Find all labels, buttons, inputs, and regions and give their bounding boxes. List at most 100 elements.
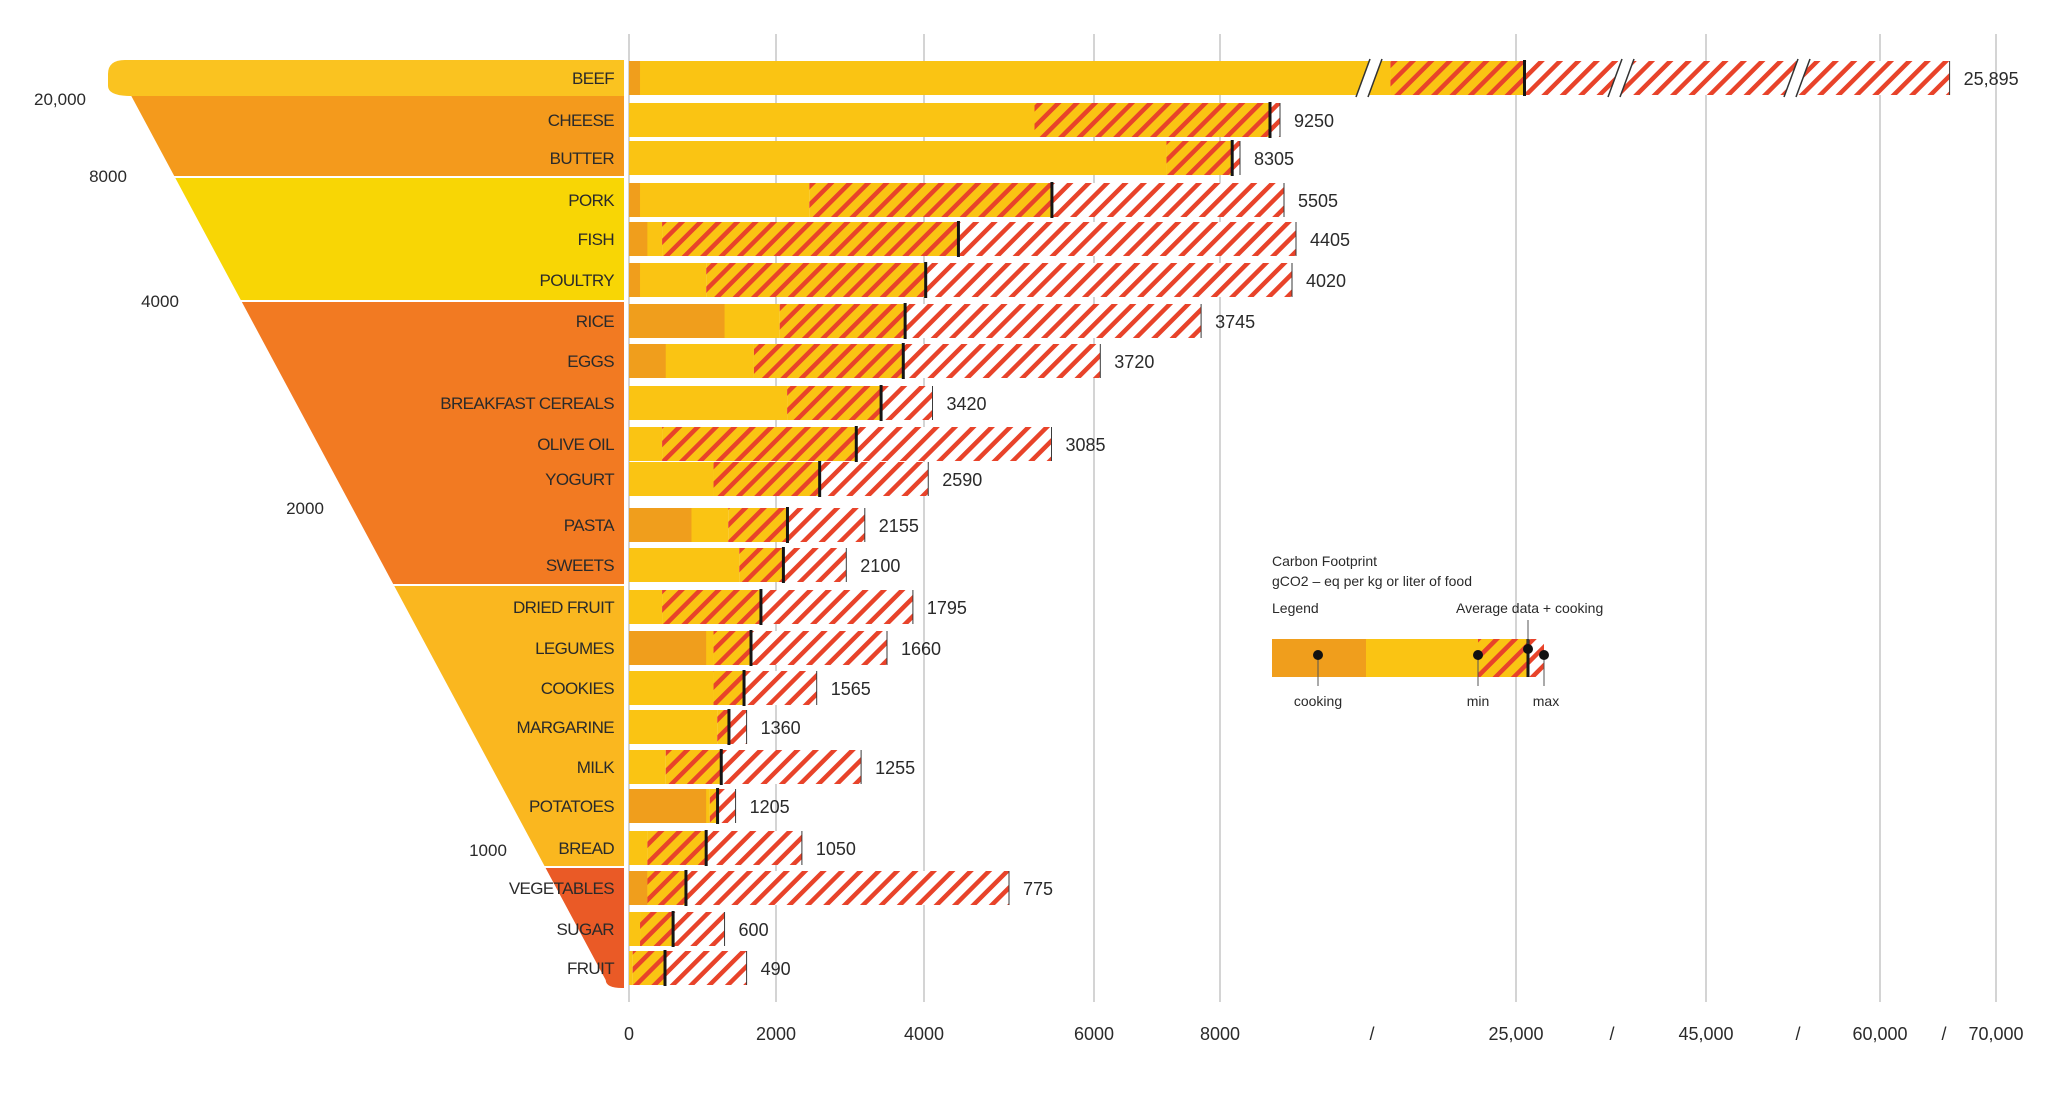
bar-hatch-avg-max xyxy=(903,344,1101,378)
funnel-scale-label: 4000 xyxy=(141,292,179,311)
bar-cooking xyxy=(629,344,666,378)
x-tick-label: 0 xyxy=(624,1024,634,1044)
bar-hatch-min-avg xyxy=(728,508,788,542)
bar-row xyxy=(629,182,1285,218)
bar-row xyxy=(629,303,1202,339)
legend-min-label: min xyxy=(1467,693,1490,709)
bar-solid xyxy=(629,831,648,865)
bar-hatch-min-avg xyxy=(717,710,729,744)
bar-hatch-min-avg xyxy=(779,304,906,338)
bar-solid xyxy=(629,590,663,624)
value-label: 1360 xyxy=(761,718,801,738)
bar-hatch-min-avg xyxy=(640,912,674,946)
axis-break-slash xyxy=(1355,58,1371,98)
legend-cooking-dot xyxy=(1313,650,1323,660)
axis-break-slash xyxy=(1607,58,1623,98)
bar-hatch-min-avg xyxy=(1034,103,1270,137)
funnel-scale-label: 8000 xyxy=(89,167,127,186)
category-label: CHEESE xyxy=(548,111,615,130)
bar-hatch-avg-max xyxy=(819,462,929,496)
funnel-band-grains xyxy=(241,302,624,584)
bar-solid xyxy=(629,951,633,985)
bar-solid xyxy=(629,263,707,297)
bar-solid xyxy=(629,912,641,946)
legend-average-dot xyxy=(1523,644,1533,654)
value-label: 3745 xyxy=(1215,312,1255,332)
bar-cooking xyxy=(629,263,641,297)
bar-hatch-min-avg xyxy=(709,789,718,823)
x-tick-label: 25,000 xyxy=(1488,1024,1543,1044)
bar-row xyxy=(629,547,847,583)
bar-row xyxy=(629,426,1052,462)
category-label: EGGS xyxy=(567,352,614,371)
value-label: 1565 xyxy=(831,679,871,699)
bar-hatch-avg-max xyxy=(905,304,1202,338)
category-label: FRUIT xyxy=(567,959,614,978)
bar-row xyxy=(629,788,737,824)
bar-row xyxy=(629,343,1101,379)
category-label: BUTTER xyxy=(550,149,615,168)
axis-break-gap xyxy=(1784,59,1810,97)
axis-break-gap xyxy=(1608,59,1634,97)
category-label: VEGETABLES xyxy=(509,879,614,898)
bar-row xyxy=(629,749,862,785)
funnel-band-light xyxy=(545,868,624,988)
value-label: 1050 xyxy=(816,839,856,859)
funnel-scale-label: 1000 xyxy=(469,841,507,860)
bar-cooking xyxy=(629,789,707,823)
bar-solid xyxy=(629,462,714,496)
bar-solid xyxy=(629,671,714,705)
bar-hatch-avg-max xyxy=(958,222,1296,256)
legend-title: Carbon Footprint xyxy=(1272,553,1377,569)
bar-solid xyxy=(629,427,663,461)
bar-hatch-min-avg xyxy=(787,386,882,420)
category-label: FISH xyxy=(578,230,614,249)
bar-row xyxy=(629,630,888,666)
value-label: 600 xyxy=(739,920,769,940)
category-label: DRIED FRUIT xyxy=(513,598,614,617)
bar-hatch-avg-max xyxy=(751,631,887,665)
bar-row xyxy=(629,670,818,706)
value-label: 490 xyxy=(761,959,791,979)
funnel-band-plants xyxy=(394,586,624,866)
bar-solid xyxy=(629,386,788,420)
bar-hatch-avg-max xyxy=(783,548,847,582)
bar-hatch-avg-max xyxy=(760,590,913,624)
category-label: RICE xyxy=(576,312,614,331)
legend-hatched-inner xyxy=(1478,639,1528,677)
category-label: PORK xyxy=(568,191,615,210)
value-label: 8305 xyxy=(1254,149,1294,169)
value-label: 5505 xyxy=(1298,191,1338,211)
category-label: SWEETS xyxy=(546,556,614,575)
value-label: 3085 xyxy=(1066,435,1106,455)
value-label: 2590 xyxy=(942,470,982,490)
bar-cooking xyxy=(629,222,648,256)
value-label: 1660 xyxy=(901,639,941,659)
value-label: 1795 xyxy=(927,598,967,618)
category-label: BEEF xyxy=(572,69,614,88)
x-axis-break-mark: / xyxy=(1795,1024,1800,1044)
legend: Carbon Footprint gCO2 – eq per kg or lit… xyxy=(1272,553,1603,709)
legend-label: Legend xyxy=(1272,600,1319,616)
axis-break-slash xyxy=(1795,58,1811,98)
value-label: 3420 xyxy=(947,394,987,414)
bar-row xyxy=(629,221,1297,257)
bar-row xyxy=(629,262,1293,298)
value-label: 2155 xyxy=(879,516,919,536)
bar-solid xyxy=(629,548,740,582)
bar-solid xyxy=(629,183,810,217)
legend-cooking-label: cooking xyxy=(1294,693,1342,709)
x-tick-label: 70,000 xyxy=(1968,1024,2023,1044)
funnel-band-dairy xyxy=(131,96,624,176)
bar-hatch-avg-max xyxy=(744,671,817,705)
bar-solid xyxy=(629,103,1035,137)
value-label: 3720 xyxy=(1114,352,1154,372)
bar-hatch-avg-max xyxy=(665,951,747,985)
bar-hatch-avg-max xyxy=(685,871,1009,905)
bar-hatch-min-avg xyxy=(713,631,752,665)
category-label: PASTA xyxy=(564,516,615,535)
category-label: OLIVE OIL xyxy=(537,435,614,454)
axis-break-slash xyxy=(1367,58,1383,98)
bar-hatch-min-avg xyxy=(665,750,722,784)
x-tick-label: 8000 xyxy=(1200,1024,1240,1044)
